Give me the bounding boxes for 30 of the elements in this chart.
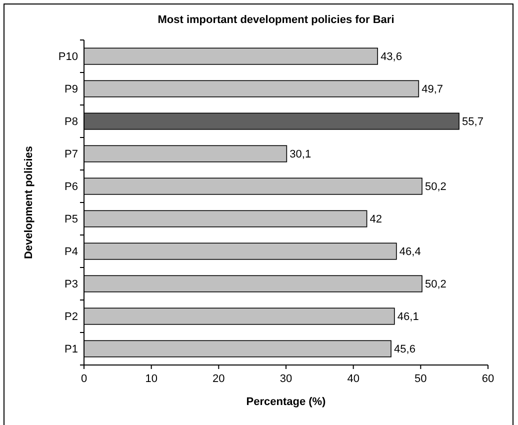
data-label: 46,4 — [399, 246, 421, 258]
y-tick-label: P4 — [64, 246, 78, 258]
y-tick-label: P9 — [64, 84, 78, 96]
chart-title: Most important development policies for Bari — [158, 14, 394, 26]
x-tick-label: 10 — [145, 373, 158, 385]
y-tick-label: P1 — [64, 344, 78, 356]
y-tick-label: P3 — [64, 278, 78, 291]
x-tick-label: 0 — [80, 373, 88, 385]
x-tick-label: 20 — [212, 373, 225, 385]
x-tick-label: 60 — [482, 373, 494, 385]
x-tick-label: 50 — [414, 373, 427, 385]
y-axis-title: Development policies — [23, 146, 35, 260]
x-tick-label: 30 — [280, 373, 292, 385]
y-tick-label: P10 — [58, 51, 78, 64]
data-label: 55,7 — [462, 116, 484, 128]
y-tick-label: P5 — [64, 214, 78, 226]
data-label: 46,1 — [397, 311, 419, 324]
x-axis-title: Percentage (%) — [246, 396, 326, 408]
y-tick-label: P2 — [64, 311, 78, 324]
data-label: 30,1 — [290, 148, 312, 161]
y-tick-label: P7 — [64, 148, 78, 161]
data-label: 49,7 — [422, 84, 444, 96]
x-tick-label: 40 — [347, 373, 360, 385]
y-tick-label: P6 — [64, 181, 78, 194]
data-label: 50,2 — [425, 181, 446, 194]
y-tick-label: P8 — [64, 116, 78, 128]
data-label: 42 — [370, 214, 382, 226]
data-label: 43,6 — [380, 51, 402, 64]
data-label: 50,2 — [425, 278, 446, 291]
data-label: 45,6 — [394, 344, 416, 356]
